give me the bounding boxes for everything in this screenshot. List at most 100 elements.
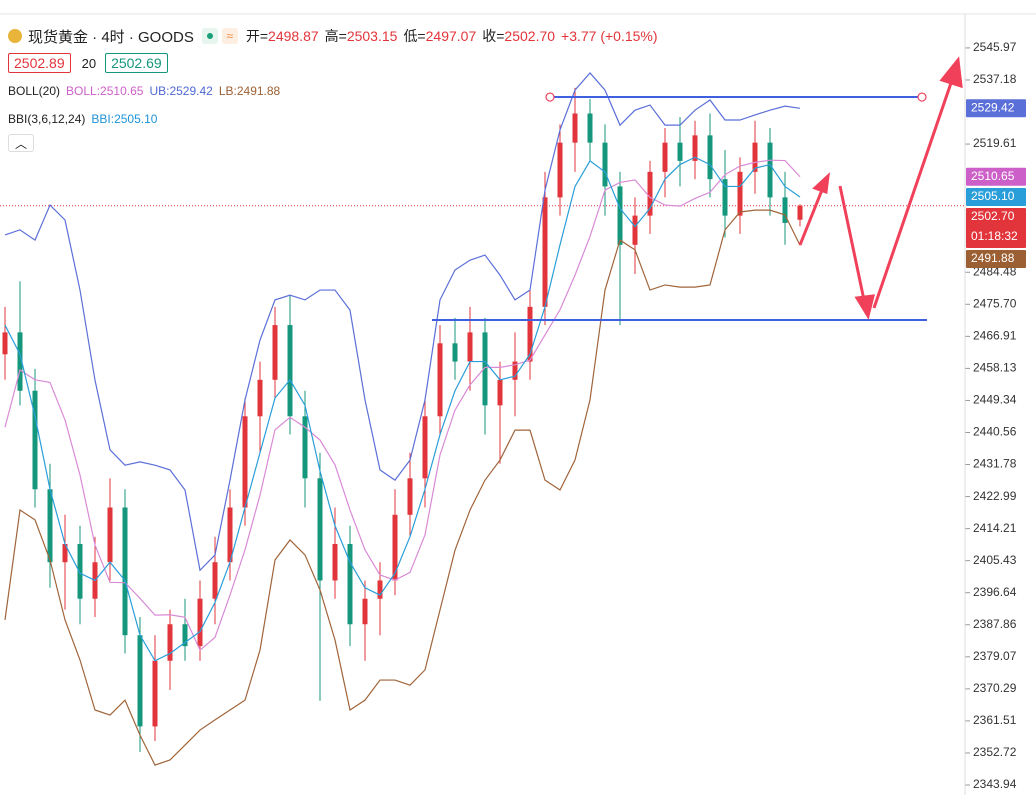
candle-body bbox=[362, 598, 368, 625]
candle-body bbox=[122, 507, 128, 636]
indicator-line bbox=[4, 156, 801, 662]
candle-body bbox=[602, 142, 608, 187]
symbol-icon bbox=[8, 29, 22, 43]
stat-key: 开= bbox=[245, 28, 269, 44]
candle-body bbox=[77, 543, 83, 599]
candle-body bbox=[482, 332, 488, 406]
candle-body bbox=[32, 390, 38, 490]
candle-body bbox=[17, 332, 23, 391]
candle-body bbox=[407, 478, 413, 515]
candle-body bbox=[437, 343, 443, 417]
candle-body bbox=[47, 489, 53, 563]
candle-body bbox=[392, 514, 398, 581]
candle-body bbox=[497, 379, 503, 406]
y-tick-label: 2361.51 bbox=[973, 713, 1017, 727]
candle-body bbox=[182, 624, 188, 647]
candle-body bbox=[317, 478, 323, 581]
price-tag bbox=[966, 99, 1026, 118]
y-tick-label: 2519.61 bbox=[973, 136, 1017, 150]
indicator-value: BBI:2505.10 bbox=[91, 112, 158, 126]
price-tag-label: 2502.70 bbox=[971, 209, 1015, 223]
candle-body bbox=[767, 142, 773, 198]
countdown: 01:18:32 bbox=[971, 229, 1018, 243]
candle-body bbox=[752, 142, 758, 172]
candle-body bbox=[722, 179, 728, 216]
candle-body bbox=[557, 142, 563, 198]
stat-key: 低= bbox=[403, 28, 426, 44]
stat-value: 2503.15 bbox=[346, 28, 398, 44]
candle-body bbox=[632, 215, 638, 245]
delay-badge[interactable]: ≈ bbox=[221, 28, 238, 44]
candle-body bbox=[2, 332, 8, 355]
change: +3.77 (+0.15%) bbox=[561, 28, 658, 44]
candle-body bbox=[692, 135, 698, 161]
stat: 高=2503.15 bbox=[325, 26, 398, 46]
candle-body bbox=[272, 325, 278, 380]
candle-body bbox=[662, 142, 668, 172]
y-tick-label: 2475.70 bbox=[973, 296, 1017, 310]
indicator-name: BOLL(20) bbox=[8, 84, 61, 98]
price-tag bbox=[966, 188, 1026, 207]
title-row: 现货黄金 · 4时 · GOODS ≈ 开=2498.87 高=2503.15 低=… bbox=[8, 26, 658, 46]
y-tick-label: 2458.13 bbox=[973, 361, 1017, 375]
arrow bbox=[872, 79, 954, 309]
indicator-line bbox=[4, 159, 801, 652]
candle-body bbox=[467, 332, 473, 362]
stat-value: 2498.87 bbox=[268, 28, 319, 44]
market-status[interactable] bbox=[201, 28, 218, 44]
y-tick-label: 2396.64 bbox=[973, 585, 1017, 599]
annotation-arrows bbox=[798, 56, 963, 320]
candle-body bbox=[287, 325, 293, 417]
candle-body bbox=[332, 543, 338, 581]
price-tag bbox=[966, 208, 1026, 249]
candle-body bbox=[302, 416, 308, 479]
candle-body bbox=[197, 598, 203, 647]
candle-body bbox=[512, 361, 518, 380]
candle-body bbox=[542, 197, 548, 307]
indicator-line bbox=[4, 72, 801, 572]
arrow-head bbox=[939, 56, 963, 89]
candle-body bbox=[797, 205, 803, 220]
candle-body bbox=[212, 562, 218, 599]
ohlc-stats: 开=2498.87 高=2503.15 低=2497.07 收=2502.70 bbox=[246, 26, 555, 46]
stat: 开=2498.87 bbox=[246, 26, 319, 46]
y-tick-label: 2422.99 bbox=[973, 489, 1017, 503]
quote-row: 2502.89 20 2502.69 bbox=[8, 53, 168, 73]
y-tick-label: 2449.34 bbox=[973, 393, 1017, 407]
stat-value: 2497.07 bbox=[425, 28, 477, 44]
y-tick-label: 2466.91 bbox=[973, 329, 1017, 343]
candle-body bbox=[737, 171, 743, 216]
y-tick-label: 2405.43 bbox=[973, 553, 1017, 567]
stat-key: 收= bbox=[482, 28, 505, 44]
y-tick-label: 2379.07 bbox=[973, 649, 1017, 663]
candle-body bbox=[572, 113, 578, 143]
indicator-value: UB:2529.42 bbox=[149, 84, 213, 98]
y-tick-label: 2414.21 bbox=[973, 521, 1017, 535]
price-tag bbox=[966, 167, 1026, 186]
candle-body bbox=[617, 186, 623, 245]
spread: 20 bbox=[81, 55, 97, 71]
y-tick-label: 2431.78 bbox=[973, 457, 1017, 471]
price-tag-label: 2505.10 bbox=[971, 189, 1015, 203]
candle-body bbox=[422, 416, 428, 479]
candle-body bbox=[452, 343, 458, 362]
candle-body bbox=[152, 660, 158, 727]
collapse-button[interactable]: ︿ bbox=[8, 134, 34, 152]
candle-body bbox=[377, 580, 383, 599]
candle-body bbox=[677, 142, 683, 161]
stat-key: 高= bbox=[324, 28, 347, 44]
sell-price[interactable]: 2502.89 bbox=[8, 53, 71, 73]
stat: 低=2497.07 bbox=[403, 26, 476, 46]
indicator-value: LB:2491.88 bbox=[218, 84, 281, 98]
candle-body bbox=[107, 507, 113, 563]
buy-price[interactable]: 2502.69 bbox=[105, 53, 168, 73]
symbol-title: 现货黄金 · 4时 · GOODS bbox=[28, 28, 194, 46]
y-tick-label: 2343.94 bbox=[973, 777, 1017, 791]
trend-handle bbox=[545, 92, 555, 102]
candle-body bbox=[62, 543, 68, 563]
candle-body bbox=[347, 543, 353, 625]
candle-body bbox=[527, 306, 533, 362]
